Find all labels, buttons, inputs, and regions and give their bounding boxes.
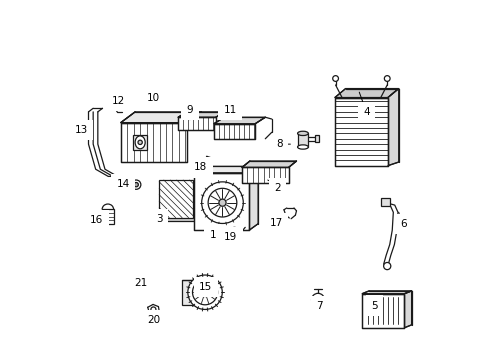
Text: 5: 5 [370,297,377,311]
Text: 1: 1 [209,226,216,239]
Ellipse shape [208,188,236,217]
Ellipse shape [207,158,211,162]
Text: 9: 9 [186,105,193,120]
Bar [182,280,198,305]
Ellipse shape [131,180,141,189]
Ellipse shape [219,199,225,206]
Bar [102,210,113,224]
Text: 2: 2 [267,180,280,193]
Ellipse shape [314,297,320,303]
Text: 21: 21 [134,278,147,288]
Text: 20: 20 [147,314,161,325]
Ellipse shape [134,183,138,187]
Polygon shape [163,184,197,221]
Ellipse shape [383,262,390,270]
Bar [214,124,255,139]
Polygon shape [242,161,296,167]
Polygon shape [121,123,187,162]
Ellipse shape [201,182,243,224]
Ellipse shape [192,280,217,305]
Text: 8: 8 [276,139,290,149]
Polygon shape [362,291,411,294]
Text: 10: 10 [146,93,159,105]
Bar [159,180,193,218]
Bar [314,135,319,141]
Polygon shape [387,89,398,166]
Text: 3: 3 [156,212,167,224]
Bar [242,167,288,183]
Ellipse shape [151,307,156,312]
Text: 19: 19 [224,232,237,242]
Text: 11: 11 [223,105,236,117]
Bar [380,198,389,206]
Ellipse shape [297,131,308,135]
Ellipse shape [384,76,389,81]
Polygon shape [404,291,411,328]
Text: 18: 18 [194,162,207,172]
Polygon shape [214,117,265,124]
Ellipse shape [135,136,145,149]
Polygon shape [334,89,398,98]
Text: 17: 17 [269,218,283,228]
Polygon shape [193,166,258,173]
Text: 4: 4 [359,92,369,117]
Polygon shape [178,112,224,117]
Ellipse shape [187,275,222,310]
Text: 12: 12 [111,96,124,107]
Bar [362,294,404,328]
Ellipse shape [297,145,308,149]
Text: 15: 15 [199,281,212,292]
Ellipse shape [332,76,338,81]
Polygon shape [249,166,258,230]
Text: 6: 6 [398,212,406,229]
Text: 14: 14 [117,179,134,189]
Text: 7: 7 [315,298,322,311]
Bar [178,117,215,130]
Bar [193,173,249,230]
Polygon shape [121,112,201,123]
Ellipse shape [311,293,324,306]
Text: 13: 13 [75,125,88,135]
Ellipse shape [230,227,238,234]
Bar [334,98,387,166]
Bar [133,135,147,149]
Ellipse shape [138,140,142,144]
Ellipse shape [201,288,209,297]
Text: 16: 16 [90,215,104,225]
Bar [143,276,149,282]
Bar [297,134,308,147]
